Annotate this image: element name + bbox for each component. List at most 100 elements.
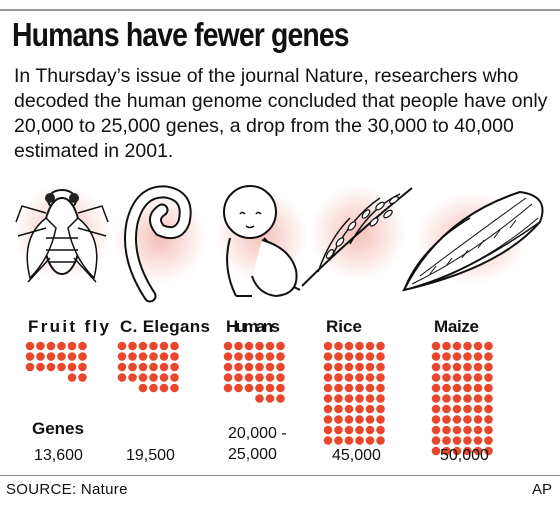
gene-dot <box>276 394 285 403</box>
page-title: Humans have fewer genes <box>12 16 350 53</box>
gene-dot <box>484 352 493 361</box>
category-label: Fruit fly <box>28 317 110 336</box>
gene-dot <box>376 352 385 361</box>
gene-dot <box>355 394 364 403</box>
category-label: C. Elegans <box>120 317 210 336</box>
gene-dot <box>365 425 375 435</box>
gene-dot <box>463 415 472 424</box>
value-label: 19,500 <box>126 447 175 464</box>
gene-dot <box>484 383 493 393</box>
gene-dot <box>452 362 462 372</box>
gene-dot <box>473 394 483 403</box>
bottom-rule <box>0 475 560 476</box>
gene-dot <box>334 404 343 414</box>
gene-dot <box>344 436 354 445</box>
gene-dot <box>431 436 441 445</box>
gene-dot <box>442 394 451 403</box>
gene-dot <box>431 394 441 403</box>
gene-dot <box>78 352 87 361</box>
gene-dot <box>244 383 254 393</box>
gene-dot <box>442 436 451 445</box>
gene-dot <box>117 362 127 372</box>
gene-dot <box>442 352 451 361</box>
gene-dot <box>463 373 472 382</box>
gene-dot <box>344 352 354 361</box>
gene-dot <box>473 436 483 445</box>
gene-dot <box>484 362 493 372</box>
gene-dot <box>46 341 56 351</box>
value-label: 20,000 - <box>228 425 287 442</box>
gene-dot <box>452 394 462 403</box>
gene-dot <box>431 404 441 414</box>
gene-dot <box>452 425 462 435</box>
gene-dot <box>323 425 333 435</box>
gene-dot <box>484 415 493 424</box>
gene-dot <box>334 436 343 445</box>
gene-dot <box>431 383 441 393</box>
gene-dot <box>355 404 364 414</box>
gene-dot <box>276 362 285 372</box>
subtitle: In Thursday’s issue of the journal Natur… <box>14 65 548 162</box>
gene-dot <box>46 352 56 361</box>
gene-dot <box>463 362 472 372</box>
gene-dot <box>265 383 275 393</box>
gene-dot <box>344 404 354 414</box>
gene-dot <box>334 415 343 424</box>
gene-dot <box>355 373 364 382</box>
gene-dot <box>344 383 354 393</box>
gene-dot <box>473 383 483 393</box>
gene-dot <box>355 436 364 445</box>
gene-dot <box>355 415 364 424</box>
gene-dot <box>484 373 493 382</box>
gene-dot <box>46 362 56 372</box>
gene-dot <box>149 352 158 361</box>
gene-dot <box>344 341 354 351</box>
gene-dot <box>431 373 441 382</box>
gene-dot <box>223 341 233 351</box>
gene-dot <box>473 425 483 435</box>
gene-dot <box>334 362 343 372</box>
gene-dot <box>344 415 354 424</box>
gene-dot <box>170 373 179 382</box>
category-label: Rice <box>326 317 362 336</box>
gene-dot <box>355 362 364 372</box>
gene-dot <box>376 425 385 435</box>
gene-dot <box>117 373 127 382</box>
gene-dot <box>323 341 333 351</box>
gene-dot <box>149 362 158 372</box>
gene-dot <box>25 362 35 372</box>
baby-icon <box>216 185 308 298</box>
gene-dot <box>463 352 472 361</box>
gene-dot <box>452 446 462 456</box>
gene-dot <box>484 425 493 435</box>
gene-dot <box>442 341 451 351</box>
gene-dot <box>376 394 385 403</box>
category-label: Humans <box>226 317 280 336</box>
gene-dot <box>323 362 333 372</box>
gene-dot <box>159 383 169 393</box>
gene-dot <box>473 446 483 456</box>
gene-dot <box>334 341 343 351</box>
gene-dot <box>442 383 451 393</box>
gene-dot <box>355 425 364 435</box>
gene-dot <box>442 373 451 382</box>
fruit-fly-icon <box>14 185 110 283</box>
gene-dot <box>78 362 87 372</box>
gene-dot <box>67 362 77 372</box>
gene-dot <box>255 373 264 382</box>
gene-dot <box>149 373 158 382</box>
gene-dot <box>128 352 137 361</box>
gene-dot <box>355 352 364 361</box>
gene-dot <box>276 383 285 393</box>
gene-dot <box>255 352 264 361</box>
gene-dot <box>265 394 275 403</box>
gene-dot <box>276 373 285 382</box>
gene-dot <box>344 425 354 435</box>
gene-dot <box>431 415 441 424</box>
top-rule <box>0 9 560 11</box>
gene-dot <box>344 373 354 382</box>
gene-dot <box>376 341 385 351</box>
gene-dot <box>442 415 451 424</box>
gene-dot <box>376 436 385 445</box>
gene-dot <box>334 394 343 403</box>
